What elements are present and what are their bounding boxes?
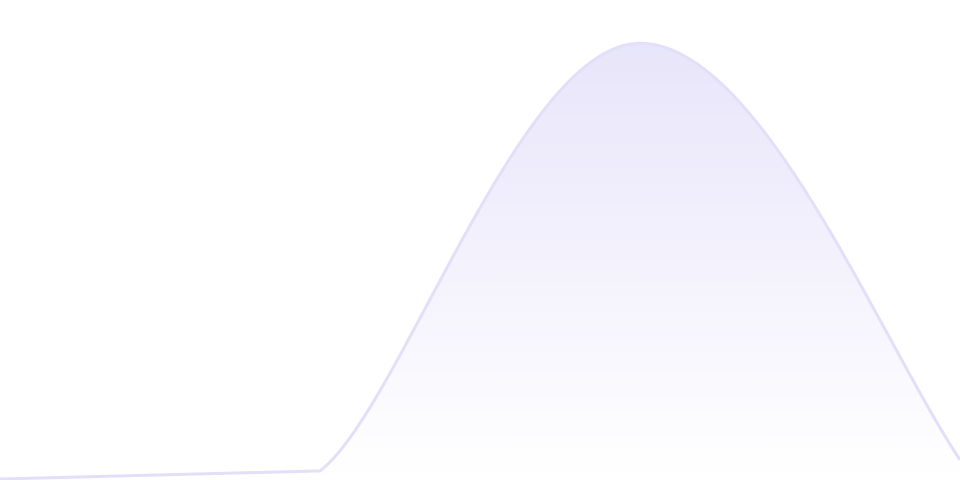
area-fill: [0, 43, 960, 480]
series-line: [0, 41, 960, 480]
